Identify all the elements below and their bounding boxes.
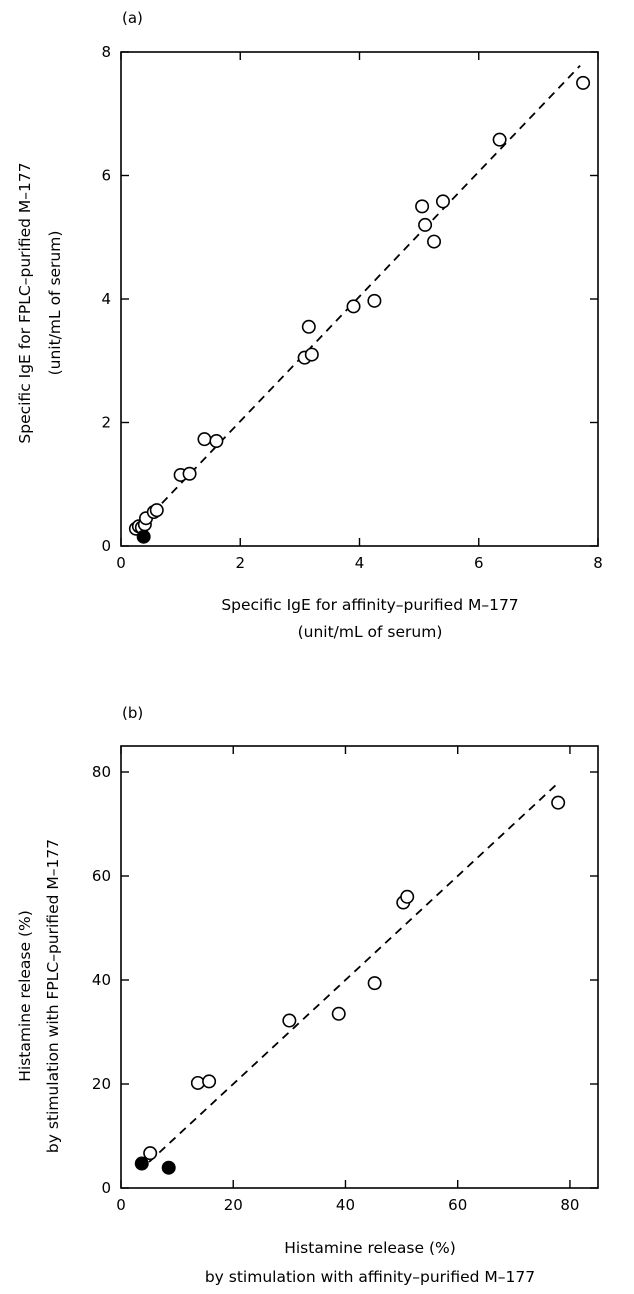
panel-b-regression-line [148, 784, 557, 1163]
panel-b-x-tick-label: 80 [560, 1196, 579, 1214]
panel-a-open-point [182, 466, 197, 481]
panel-b-y-tick-label: 80 [92, 763, 111, 781]
panel-a-scatter: (a) Specific IgE for FPLC–purified M–177… [16, 9, 603, 641]
panel-b-open-point [282, 1013, 297, 1028]
panel-b-xlabel-line1: Histamine release (%) [284, 1239, 456, 1257]
panel-b-x-tick-label: 0 [116, 1196, 126, 1214]
panel-a-y-tick-label: 0 [101, 537, 111, 555]
panel-a-x-tick-label: 8 [593, 554, 603, 572]
panel-a-label: (a) [122, 9, 143, 27]
panel-b-open-point [331, 1006, 346, 1021]
panel-b-x-tick-label: 40 [336, 1196, 355, 1214]
panel-a-regression-line [132, 64, 581, 535]
panel-a-open-point [197, 432, 212, 447]
panel-a-x-tick-label: 0 [116, 554, 126, 572]
panel-a-xlabel-line1: Specific IgE for affinity–purified M–177 [221, 596, 518, 614]
panel-b-xlabel-line2: by stimulation with affinity–purified M–… [205, 1268, 535, 1286]
panel-a-open-point [435, 194, 450, 209]
panel-a-open-point [418, 217, 433, 232]
panel-a-xlabel-line2: (unit/mL of serum) [298, 623, 443, 641]
panel-a-open-point [301, 319, 316, 334]
panel-b-open-point [202, 1074, 217, 1089]
panel-b-open-point [190, 1075, 205, 1090]
panel-a-x-tick-label: 4 [355, 554, 365, 572]
panel-b-open-point [400, 889, 415, 904]
panel-b-plot-frame [120, 745, 599, 1189]
panel-a-y-tick-label: 4 [101, 290, 111, 308]
panel-b-y-tick-label: 60 [92, 867, 111, 885]
panel-a-ylabel-line1: Specific IgE for FPLC–purified M–177 [16, 162, 34, 443]
panel-a-filled-point [136, 529, 151, 544]
panel-a-open-point [209, 434, 224, 449]
panel-b-open-point [551, 795, 566, 810]
panel-a-open-point [149, 503, 164, 518]
panel-b-ylabel-line1: Histamine release (%) [16, 910, 34, 1082]
panel-b-open-point [143, 1146, 158, 1161]
panel-a-open-point [576, 75, 591, 90]
panel-b-scatter: (b) Histamine release (%) by stimulation… [16, 704, 599, 1286]
panel-a-ylabel-line2: (unit/mL of serum) [46, 231, 64, 376]
panel-b-ylabel-line2: by stimulation with FPLC–purified M–177 [44, 839, 62, 1153]
panel-a-open-point [492, 132, 507, 147]
panel-a-open-point [304, 347, 319, 362]
panel-a-y-tick-label: 6 [101, 167, 111, 185]
panel-b-filled-point [134, 1156, 149, 1171]
panel-b-y-tick-label: 20 [92, 1075, 111, 1093]
panel-b-y-tick-label: 0 [101, 1179, 111, 1197]
panel-a-open-point [346, 299, 361, 314]
panel-b-filled-point [161, 1160, 176, 1175]
panel-a-y-tick-label: 2 [101, 414, 111, 432]
panel-a-y-tick-label: 8 [101, 43, 111, 61]
panel-a-open-point [415, 199, 430, 214]
panel-a-open-point [367, 293, 382, 308]
panel-b-label: (b) [122, 704, 143, 722]
panel-a-x-tick-label: 6 [474, 554, 484, 572]
panel-b-open-point [367, 976, 382, 991]
panel-b-x-tick-label: 20 [224, 1196, 243, 1214]
panel-a-open-point [427, 234, 442, 249]
panel-b-x-tick-label: 60 [448, 1196, 467, 1214]
panel-a-x-tick-label: 2 [235, 554, 245, 572]
panel-b-y-tick-label: 40 [92, 971, 111, 989]
